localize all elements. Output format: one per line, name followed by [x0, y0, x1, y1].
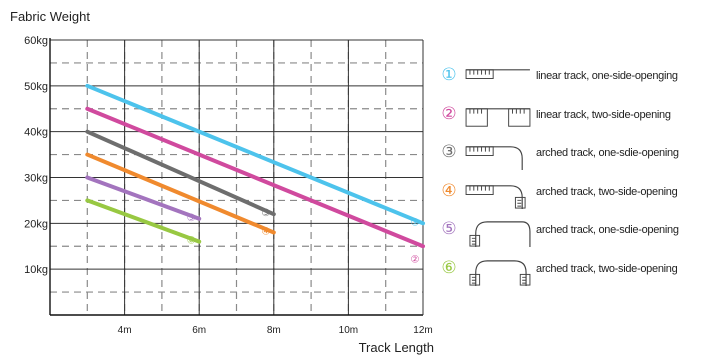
x-tick-label: 8m: [267, 325, 281, 336]
series-line-1: [85, 83, 425, 226]
arched-track-one-side-icon: [463, 218, 533, 248]
legend-item: ① linear track, one-side-openging: [440, 64, 706, 103]
series-lines: [85, 83, 425, 249]
grid: [50, 39, 423, 315]
arched-track-two-side-icon: [463, 180, 533, 210]
y-tick-label: 50kg: [24, 81, 48, 93]
series-end-marker-3: ③: [261, 208, 270, 219]
series-end-markers: ① ② ③ ④ ⑤ ⑥: [187, 208, 420, 265]
x-tick-label: 6m: [192, 325, 206, 336]
x-tick-label: 10m: [339, 325, 358, 336]
legend-marker: ⑤: [441, 219, 457, 238]
legend-label: linear track, two-side-opening: [536, 108, 671, 121]
arched-track-two-side-icon: [463, 257, 533, 287]
y-tick-label: 30kg: [24, 173, 48, 185]
y-tick-label: 40kg: [24, 127, 48, 139]
series-end-marker-2: ②: [411, 254, 420, 265]
legend-label: arched track, two-side-opening: [536, 262, 678, 275]
series-line-2: [85, 106, 425, 249]
chart-title: Fabric Weight: [10, 9, 90, 24]
legend-label: arched track, one-sdie-opening: [536, 147, 679, 159]
legend-item: ② linear track, two-side-opening: [440, 103, 706, 142]
legend-item: ④ arched track, two-side-opening: [440, 180, 706, 219]
series-end-marker-6: ⑥: [187, 236, 196, 247]
legend: ① linear track, one-side-openging ② linear …: [440, 64, 706, 295]
legend-marker: ③: [441, 142, 457, 161]
series-line-3: [85, 129, 276, 217]
legend-label: arched track, two-side-opening: [536, 185, 678, 198]
series-line-4: [85, 152, 276, 235]
series-line-6: [85, 198, 202, 244]
arched-track-one-side-icon: [463, 141, 533, 171]
x-tick-label: 12m: [413, 325, 432, 336]
legend-item: ⑤ arched track, one-sdie-opening: [440, 218, 706, 257]
y-tick-label: 60kg: [24, 35, 48, 47]
legend-marker: ⑥: [441, 257, 457, 277]
linear-track-one-side-icon: [463, 64, 533, 94]
tick-labels: 4m 6m 8m 10m 12m 10kg 20kg 30kg 40kg 50kg 60kg: [24, 35, 433, 336]
series-end-marker-4: ④: [261, 227, 270, 238]
legend-marker: ②: [441, 103, 457, 123]
legend-label: arched track, one-sdie-opening: [536, 224, 679, 236]
legend-item: ⑥ arched track, two-side-opening: [440, 257, 706, 296]
legend-label: linear track, one-side-openging: [536, 70, 678, 82]
legend-marker: ①: [441, 65, 457, 84]
x-tick-label: 4m: [118, 325, 132, 336]
series-end-marker-5: ⑤: [187, 213, 196, 224]
series-end-marker-1: ①: [411, 217, 420, 228]
series-line-5: [85, 175, 202, 221]
linear-track-two-side-icon: [463, 103, 533, 133]
y-tick-label: 10kg: [24, 264, 48, 276]
x-axis-label: Track Length: [359, 340, 434, 355]
legend-marker: ④: [441, 180, 457, 200]
legend-item: ③ arched track, one-sdie-opening: [440, 141, 706, 180]
y-tick-label: 20kg: [24, 218, 48, 230]
axes: [49, 38, 424, 316]
